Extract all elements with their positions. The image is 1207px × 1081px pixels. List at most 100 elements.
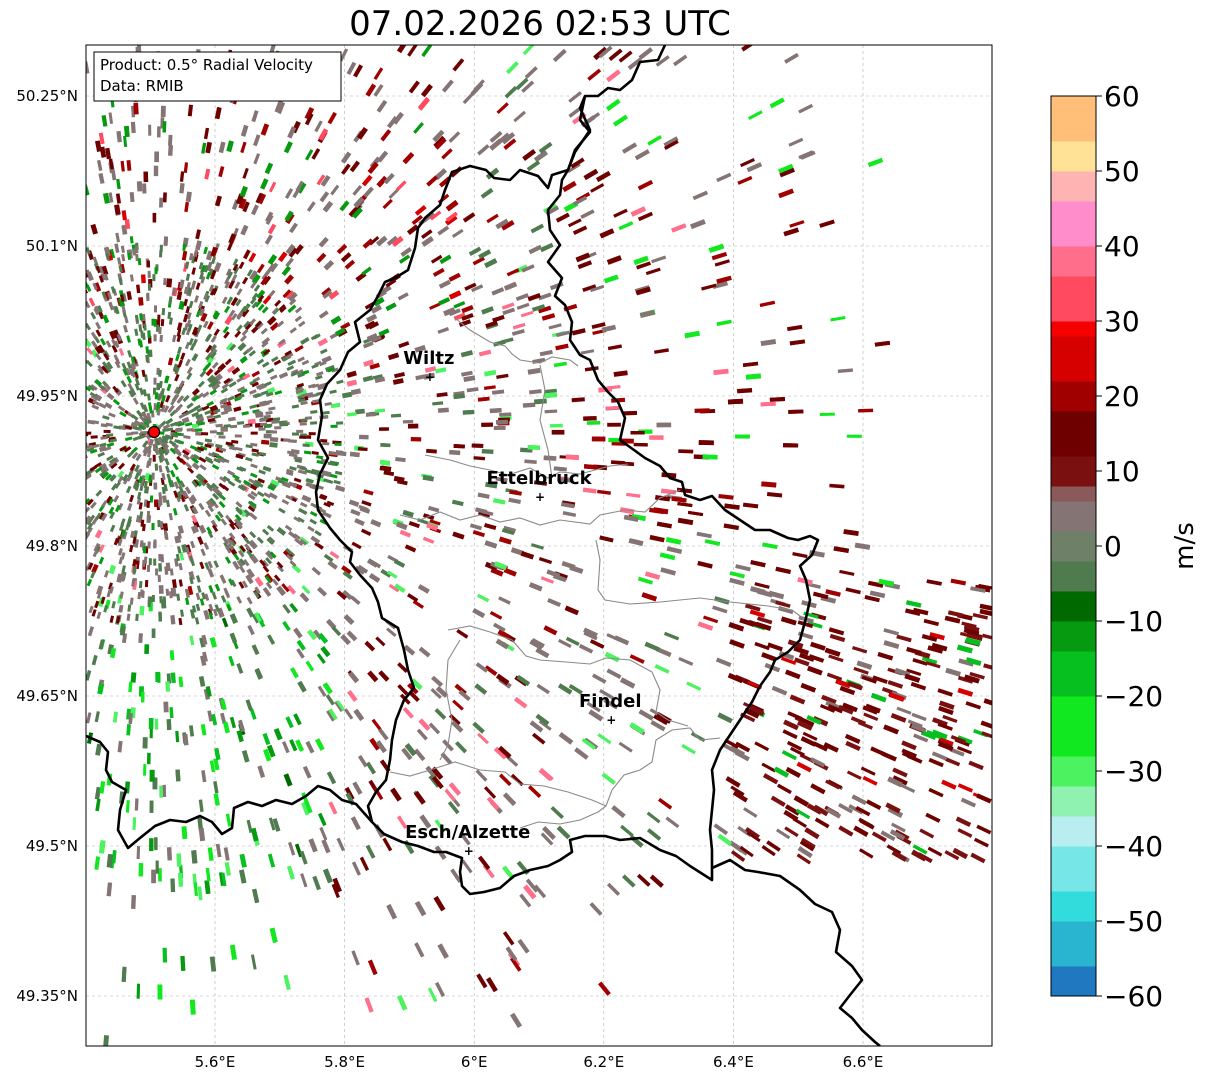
colorbar-tick-label: −20 [1104, 680, 1163, 713]
echo-gate [555, 343, 569, 351]
echo-gate [117, 470, 125, 479]
echo-gate [161, 495, 168, 503]
colorbar-swatch [1051, 261, 1096, 277]
echo-gate [323, 553, 334, 563]
echo-gate [437, 407, 449, 413]
echo-gate [538, 292, 552, 301]
echo-gate [92, 256, 99, 267]
echo-gate [810, 641, 826, 651]
echo-gate [630, 206, 647, 217]
echo-gate [461, 859, 473, 874]
echo-gate [505, 61, 519, 75]
echo-gate [371, 718, 382, 731]
echo-gate [464, 282, 477, 291]
echo-gate [287, 126, 297, 139]
echo-gate [158, 868, 162, 882]
echo-gate [856, 660, 873, 670]
colorbar-swatch [1051, 921, 1096, 937]
echo-gate [314, 541, 324, 550]
echo-gate [637, 576, 654, 585]
echo-gate [434, 708, 447, 720]
echo-gate [218, 141, 226, 154]
echo-gate [136, 983, 141, 999]
echo-gate [627, 57, 643, 70]
echo-gate [519, 893, 532, 908]
echo-gate [270, 479, 280, 487]
echo-gate [201, 770, 207, 783]
echo-gate [205, 867, 211, 882]
echo-gate [152, 212, 157, 223]
echo-gate [495, 673, 510, 686]
colorbar-swatch [1051, 351, 1096, 367]
echo-gate [451, 228, 464, 238]
colorbar-swatch [1051, 246, 1096, 262]
echo-gate [138, 863, 144, 877]
echo-gate [203, 127, 210, 140]
echo-gate [942, 714, 958, 724]
colorbar-swatch [1051, 966, 1096, 982]
echo-gate [154, 837, 158, 851]
colorbar-swatch [1051, 501, 1096, 517]
echo-gate [263, 433, 272, 439]
echo-gate [504, 85, 518, 99]
echo-gate [892, 775, 908, 786]
echo-gate [87, 626, 95, 637]
echo-gate [392, 378, 404, 385]
echo-gate [201, 634, 208, 646]
echo-gate [310, 535, 321, 545]
colorbar-swatch [1051, 171, 1096, 187]
colorbar-tick-label: −50 [1104, 905, 1163, 938]
echo-gate [204, 880, 211, 895]
echo-gate [170, 430, 178, 434]
echo-gate [591, 322, 606, 330]
echo-gate [437, 327, 450, 334]
colorbar-tick-label: 60 [1104, 80, 1140, 113]
echo-gate [432, 129, 445, 143]
echo-gate [432, 401, 444, 406]
colorbar-swatch [1051, 456, 1096, 472]
colorbar-swatch [1051, 606, 1096, 622]
echo-gate [349, 160, 360, 173]
echo-gate [981, 633, 992, 641]
echo-gate [461, 304, 474, 314]
colorbar-tick-label: −60 [1104, 980, 1163, 1013]
echo-gate [636, 261, 652, 270]
echo-gate [900, 783, 916, 793]
echo-gate [929, 632, 945, 641]
colorbar-tick-label: 30 [1104, 305, 1140, 338]
echo-gate [240, 124, 249, 137]
echo-gate [109, 330, 116, 340]
colorbar-swatch [1051, 741, 1096, 757]
colorbar-swatch [1051, 381, 1096, 397]
echo-gate [118, 348, 125, 357]
echo-gate [162, 947, 168, 963]
echo-gate [598, 981, 611, 996]
echo-gate [486, 977, 498, 993]
echo-gate [329, 550, 340, 560]
colorbar-swatch [1051, 576, 1096, 592]
echo-gate [317, 337, 328, 347]
echo-gate [248, 252, 257, 263]
echo-gate [957, 783, 973, 793]
colorbar-swatch [1051, 786, 1096, 802]
echo-gate [603, 698, 619, 710]
echo-gate [960, 797, 977, 808]
echo-gate [195, 431, 203, 436]
echo-gate [123, 135, 128, 148]
colorbar-swatch [1051, 681, 1096, 697]
colorbar-tick-label: 50 [1104, 155, 1140, 188]
echo-gate [854, 542, 871, 550]
echo-gate [386, 115, 398, 129]
echo-gate [332, 877, 342, 893]
echo-gate [88, 297, 96, 307]
echo-gate [380, 568, 392, 578]
echo-gate [549, 423, 563, 428]
echo-gate [697, 560, 713, 569]
echo-gate [798, 103, 814, 114]
echo-gate [237, 342, 247, 352]
echo-gate [213, 793, 220, 806]
colorbar-swatch [1051, 216, 1096, 232]
echo-gate [123, 125, 130, 138]
echo-gate [567, 218, 582, 228]
echo-gate [167, 144, 174, 156]
